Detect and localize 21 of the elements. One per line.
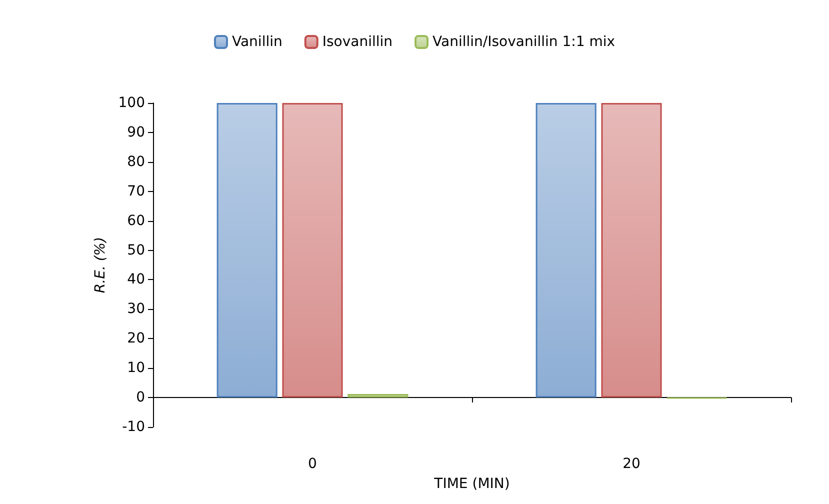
y-axis-title: R.E. (%)	[92, 236, 108, 294]
y-tick-label: 30	[127, 301, 145, 318]
y-tick-label: 40	[127, 272, 145, 288]
y-tick-label: 100	[118, 95, 145, 111]
bar	[282, 103, 343, 398]
y-tick-label: -10	[122, 419, 145, 435]
bar	[216, 103, 278, 398]
y-tick-label: 50	[127, 242, 145, 258]
legend-label: Vanillin/Isovanillin 1:1 mix	[432, 34, 616, 50]
y-tick-label: 0	[136, 390, 145, 406]
y-tick-label: 80	[127, 154, 145, 170]
x-axis-title: TIME (MIN)	[433, 476, 510, 492]
y-tick-label: 70	[127, 183, 145, 200]
bar	[536, 103, 596, 398]
y-tick-label: 90	[127, 124, 145, 140]
y-tick-label: 10	[127, 360, 145, 376]
y-tick-label: 60	[127, 212, 145, 229]
legend-label: Isovanillin	[322, 34, 393, 50]
bar	[601, 103, 662, 398]
y-tick-label: 20	[127, 330, 145, 347]
legend-label: Vanillin	[232, 34, 282, 50]
